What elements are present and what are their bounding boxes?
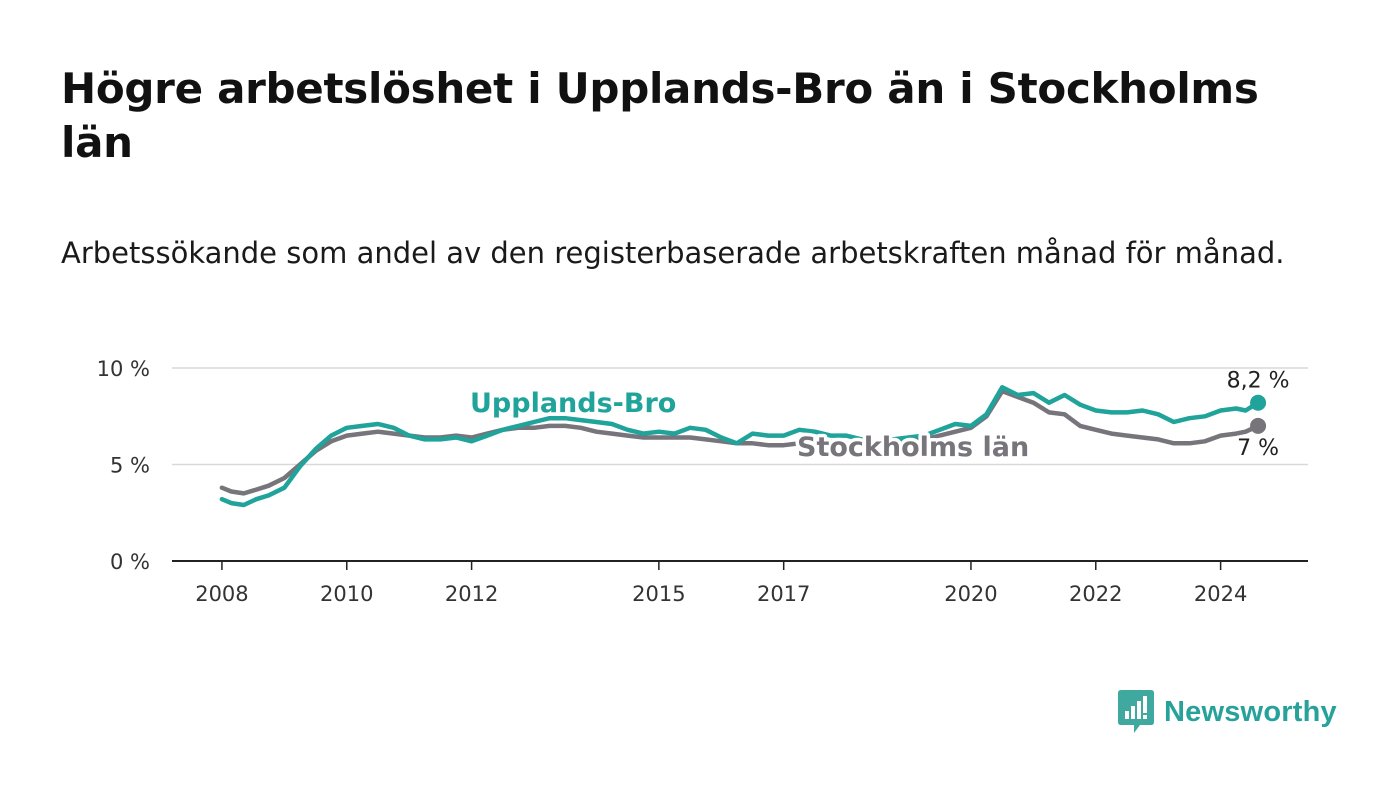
x-tick-label: 2017 <box>757 582 810 606</box>
x-tick-label: 2010 <box>320 582 373 606</box>
series-label-stockholms-lan: Stockholms län <box>797 432 1029 463</box>
x-tick-label: 2024 <box>1194 582 1247 606</box>
x-tick-label: 2020 <box>944 582 997 606</box>
end-label-upplands-bro: 8,2 % <box>1227 369 1290 394</box>
y-tick-label: 10 % <box>97 357 150 381</box>
end-point-stockholms-lan <box>1250 417 1267 434</box>
newsworthy-logo-icon <box>1118 690 1154 733</box>
chart-title: Högre arbetslöshet i Upplands-Bro än i S… <box>61 64 1259 167</box>
series-line-upplands-bro <box>219 385 1261 508</box>
y-tick-label: 0 % <box>110 550 150 574</box>
chart-subtitle: Arbetssökande som andel av den registerb… <box>61 236 1285 270</box>
grid-layer <box>172 367 1308 570</box>
x-tick-label: 2012 <box>445 582 498 606</box>
series-label-upplands-bro: Upplands-Bro <box>470 388 676 419</box>
end-label-stockholms-lan: 7 % <box>1237 436 1279 461</box>
newsworthy-logo-text: Newsworthy <box>1164 695 1337 728</box>
end-point-upplands-bro <box>1250 394 1267 411</box>
series-layer <box>219 385 1267 508</box>
x-tick-label: 2008 <box>195 582 248 606</box>
newsworthy-logo: Newsworthy <box>1118 690 1337 734</box>
label-layer: 0 % 5 % 10 % 2008 2010 2012 2015 2017 2020 2022 20… <box>97 357 1290 606</box>
x-tick-label: 2015 <box>632 582 685 606</box>
x-tick-label: 2022 <box>1069 582 1122 606</box>
y-tick-label: 5 % <box>110 454 150 478</box>
